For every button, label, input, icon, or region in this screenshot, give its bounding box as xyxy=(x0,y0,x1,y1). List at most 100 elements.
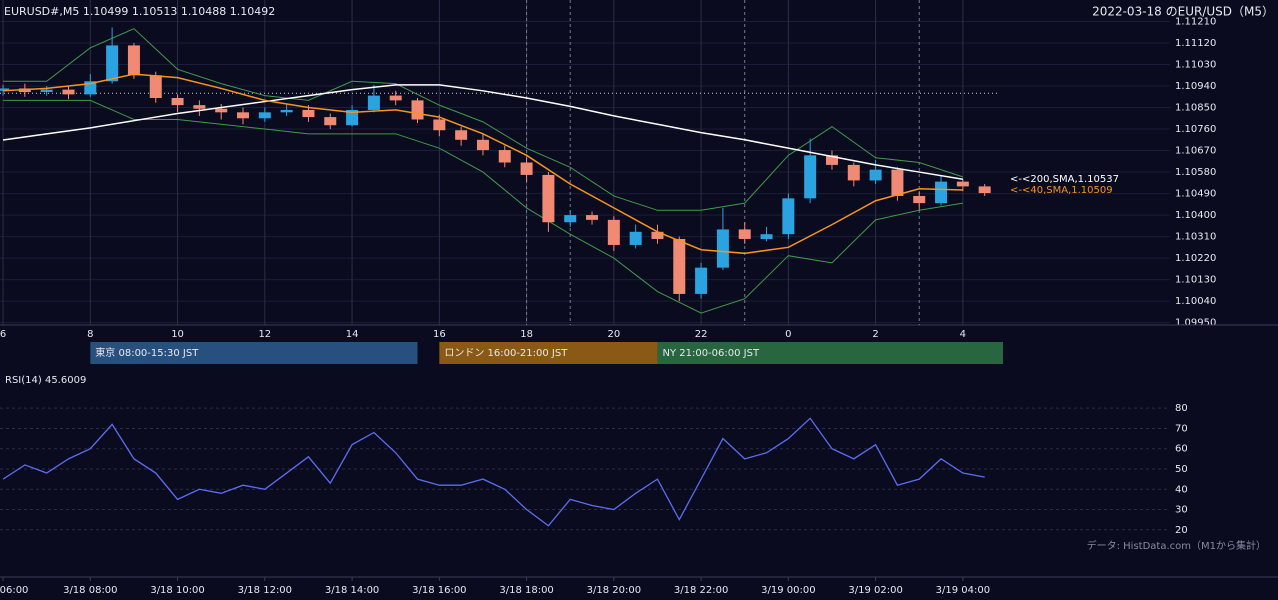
x-tick-label: 3/18 22:00 xyxy=(674,585,728,596)
sma-line xyxy=(3,73,963,255)
x-tick-label: 3/18 14:00 xyxy=(325,585,379,596)
candle-body xyxy=(62,89,75,95)
candle-body xyxy=(542,174,555,223)
candle-body xyxy=(171,97,184,106)
candle-body xyxy=(673,238,686,294)
candle-body xyxy=(40,89,53,93)
candle-body xyxy=(847,164,860,181)
candle-body xyxy=(869,169,882,181)
candle-body xyxy=(433,119,446,131)
candle-body xyxy=(149,75,162,98)
x-tick-label: 3/18 12:00 xyxy=(238,585,292,596)
x-tick-label: 20 xyxy=(607,329,620,340)
candle-body xyxy=(913,195,926,204)
y-tick-label: 30 xyxy=(1175,505,1188,516)
candle-body xyxy=(651,231,664,239)
y-tick-label: 20 xyxy=(1175,525,1188,536)
y-tick-label: 1.10130 xyxy=(1175,275,1216,286)
y-tick-label: 80 xyxy=(1175,403,1188,414)
candle-body xyxy=(258,112,271,119)
rsi-line xyxy=(2,417,985,527)
x-tick-label: 3/18 18:00 xyxy=(499,585,553,596)
x-tick-label: 18 xyxy=(520,329,533,340)
candle-body xyxy=(520,162,533,175)
y-tick-label: 1.10400 xyxy=(1175,210,1216,221)
y-tick-label: 1.11120 xyxy=(1175,38,1216,49)
y-tick-label: 70 xyxy=(1175,423,1188,434)
session-label: NY 21:00-06:00 JST xyxy=(662,348,759,359)
band-upper xyxy=(3,28,964,211)
candle-body xyxy=(455,130,468,140)
y-tick-label: 1.10310 xyxy=(1175,232,1216,243)
y-tick-label: 40 xyxy=(1175,484,1188,495)
legend-label: <-<200,SMA,1.10537 xyxy=(1010,174,1119,185)
x-tick-label: 3/18 16:00 xyxy=(412,585,466,596)
x-tick-label: 3/18 08:00 xyxy=(63,585,117,596)
candle-body xyxy=(237,112,250,119)
candle-body xyxy=(280,109,293,113)
candle-body xyxy=(367,95,380,110)
source-note: データ: HistData.com（M1から集計） xyxy=(1087,539,1266,552)
candle-body xyxy=(411,100,424,120)
candle-body xyxy=(607,219,620,245)
y-tick-label: 50 xyxy=(1175,464,1188,475)
candle-body xyxy=(476,139,489,151)
y-tick-label: 1.09950 xyxy=(1175,318,1216,329)
y-tick-label: 1.10040 xyxy=(1175,296,1216,307)
y-tick-label: 1.10490 xyxy=(1175,189,1216,200)
y-tick-label: 1.10670 xyxy=(1175,146,1216,157)
candle-body xyxy=(760,234,773,239)
x-tick-label: 0 xyxy=(785,329,791,340)
candle-body xyxy=(389,95,402,101)
session-label: 東京 08:00-15:30 JST xyxy=(95,346,199,359)
candle-body xyxy=(738,229,751,239)
x-tick-label: 10 xyxy=(171,329,184,340)
x-tick-label: 3/18 20:00 xyxy=(587,585,641,596)
candle-body xyxy=(629,231,642,245)
candle-body xyxy=(302,109,315,118)
session-label: ロンドン 16:00-21:00 JST xyxy=(444,348,568,359)
sma-line xyxy=(2,84,963,180)
candle-body xyxy=(804,155,817,199)
x-tick-label: 3/19 00:00 xyxy=(761,585,815,596)
candle-body xyxy=(127,45,140,76)
candle-body xyxy=(695,267,708,294)
candle-body xyxy=(956,181,969,187)
candle-body xyxy=(106,45,119,82)
candle-body xyxy=(782,198,795,235)
candle-body xyxy=(215,108,228,113)
candle-body xyxy=(346,109,359,126)
session-bar xyxy=(439,342,658,364)
x-tick-label: 22 xyxy=(695,329,708,340)
x-tick-label: 14 xyxy=(346,329,359,340)
chart-title: EURUSD#,M5 1.10499 1.10513 1.10488 1.104… xyxy=(4,5,275,18)
candle-body xyxy=(324,117,337,126)
candle-body xyxy=(586,215,599,220)
candle-body xyxy=(716,229,729,268)
y-tick-label: 1.10580 xyxy=(1175,167,1216,178)
candle-body xyxy=(935,181,948,204)
y-tick-label: 60 xyxy=(1175,444,1188,455)
y-tick-label: 1.10940 xyxy=(1175,81,1216,92)
rsi-title: RSI(14) 45.6009 xyxy=(5,375,86,386)
session-bar xyxy=(90,342,418,364)
x-tick-label: 12 xyxy=(258,329,271,340)
candle-body xyxy=(825,155,838,165)
x-tick-label: 3/19 04:00 xyxy=(936,585,990,596)
chart-subtitle: 2022-03-18 のEUR/USD（M5） xyxy=(1092,5,1274,19)
candle-body xyxy=(498,150,511,163)
candle-body xyxy=(0,88,10,91)
y-tick-label: 1.10220 xyxy=(1175,253,1216,264)
candle-body xyxy=(84,81,97,95)
x-tick-label: 16 xyxy=(433,329,446,340)
y-tick-label: 1.10850 xyxy=(1175,103,1216,114)
x-tick-label: 06:00 xyxy=(0,585,28,596)
x-tick-label: 2 xyxy=(872,329,878,340)
x-tick-label: 8 xyxy=(87,329,93,340)
candle-body xyxy=(891,169,904,196)
band-lower xyxy=(3,99,963,314)
